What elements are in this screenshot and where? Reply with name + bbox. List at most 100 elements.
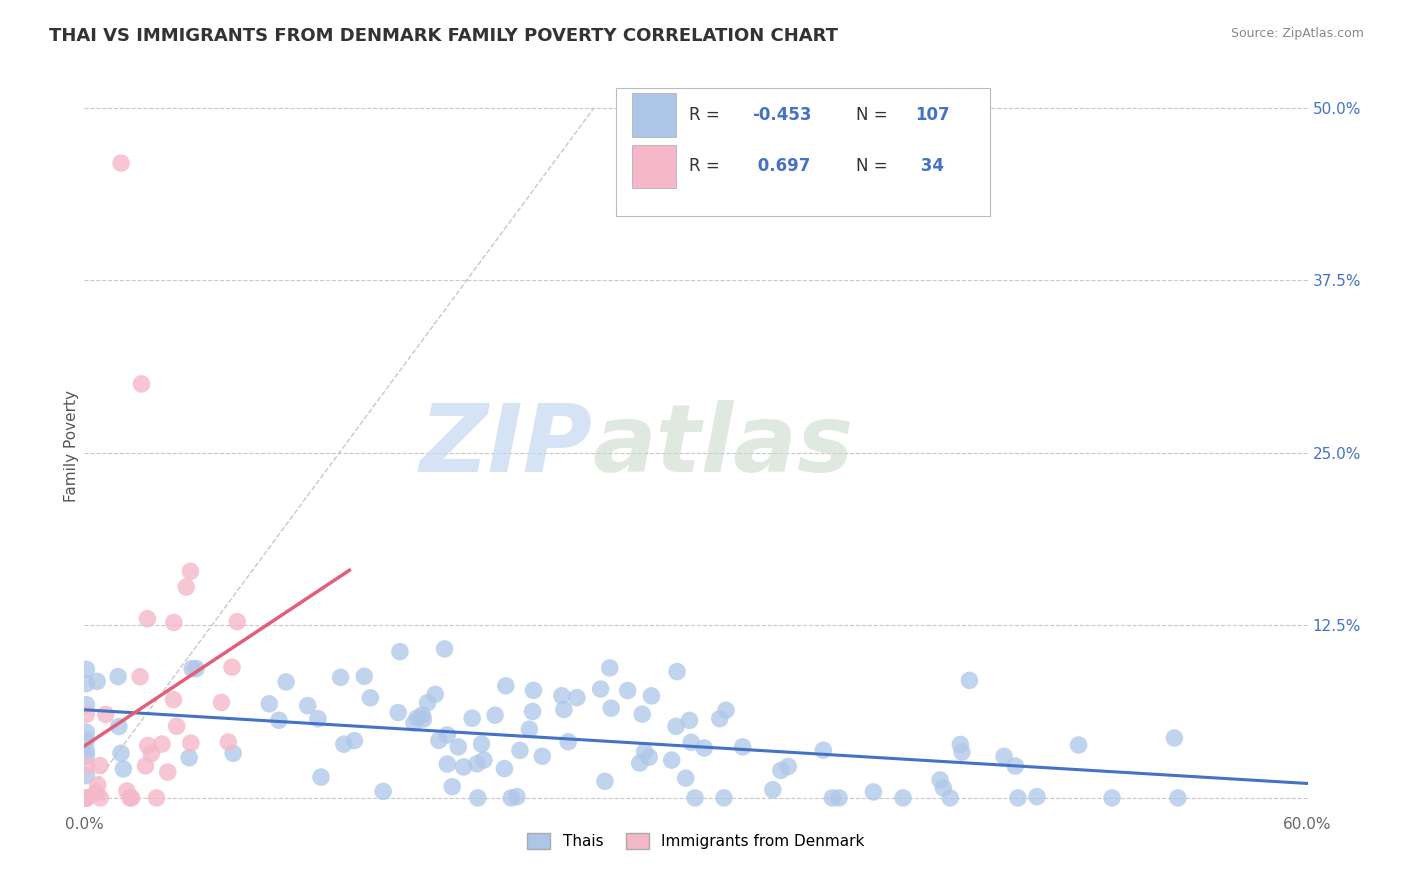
Point (551, 689, 574, 703)
Point (949, 738, 972, 752)
Point (828, 791, 851, 805)
FancyBboxPatch shape (616, 87, 990, 216)
Point (179, 564, 201, 578)
Point (84, 786, 107, 800)
Point (359, 690, 381, 705)
Point (75, 733, 97, 747)
Point (553, 702, 575, 716)
Point (75, 791, 97, 805)
Point (211, 695, 233, 709)
Point (441, 780, 464, 794)
Point (402, 715, 425, 730)
Text: THAI VS IMMIGRANTS FROM DENMARK FAMILY POVERTY CORRELATION CHART: THAI VS IMMIGRANTS FROM DENMARK FAMILY P… (49, 27, 838, 45)
Point (388, 645, 411, 659)
Point (1004, 759, 1026, 773)
Point (593, 774, 616, 789)
Point (425, 687, 447, 701)
Point (156, 765, 179, 780)
Point (353, 669, 375, 683)
Point (484, 708, 506, 723)
Point (1101, 791, 1123, 805)
Text: 107: 107 (915, 106, 949, 124)
Point (267, 713, 290, 727)
Point (112, 762, 135, 776)
Point (1167, 791, 1189, 805)
Point (110, 156, 132, 170)
Text: 34: 34 (915, 157, 943, 175)
Point (373, 784, 395, 798)
Point (600, 701, 623, 715)
Point (75, 725, 97, 739)
Point (75, 748, 97, 763)
Point (217, 735, 239, 749)
Point (950, 745, 973, 759)
Point (222, 747, 245, 761)
Point (731, 739, 754, 754)
Point (221, 660, 243, 674)
Point (94, 707, 117, 722)
Point (259, 697, 281, 711)
Point (495, 679, 517, 693)
Point (633, 745, 655, 759)
Point (141, 747, 163, 761)
Point (665, 719, 688, 733)
Point (778, 759, 800, 773)
Point (616, 683, 638, 698)
Point (509, 743, 531, 757)
Point (661, 753, 683, 767)
Point (599, 661, 621, 675)
Point (436, 757, 458, 772)
Point (522, 683, 544, 698)
Point (959, 673, 981, 688)
Point (115, 784, 138, 798)
Point (181, 662, 204, 676)
Point (565, 690, 588, 705)
Point (506, 789, 529, 804)
Point (86, 674, 108, 689)
Point (1007, 791, 1029, 805)
Y-axis label: Family Poverty: Family Poverty (63, 390, 79, 502)
Point (631, 707, 654, 722)
Point (145, 791, 167, 805)
Point (75, 662, 97, 676)
Point (121, 791, 143, 805)
Point (467, 791, 489, 805)
Point (638, 750, 661, 764)
Point (309, 770, 332, 784)
Point (136, 612, 159, 626)
Text: Source: ZipAtlas.com: Source: ZipAtlas.com (1230, 27, 1364, 40)
Point (862, 785, 884, 799)
Point (433, 642, 456, 657)
Point (461, 711, 484, 725)
Point (929, 772, 952, 787)
Point (589, 681, 612, 696)
Point (891, 791, 914, 805)
Point (75, 791, 97, 805)
Point (762, 782, 785, 797)
Point (453, 760, 475, 774)
Point (939, 791, 962, 805)
Point (683, 791, 706, 805)
Point (297, 698, 319, 713)
Text: R =: R = (689, 157, 720, 175)
Point (1163, 731, 1185, 745)
Point (531, 749, 554, 764)
Point (1067, 738, 1090, 752)
Point (75, 791, 97, 805)
Point (107, 669, 129, 683)
Point (150, 737, 173, 751)
Point (813, 743, 835, 757)
Point (131, 376, 153, 391)
Point (519, 723, 541, 737)
Point (89, 758, 111, 772)
Point (75, 758, 97, 772)
Point (75, 707, 97, 722)
Point (769, 764, 792, 778)
Text: N =: N = (856, 106, 887, 124)
Point (494, 762, 516, 776)
Text: atlas: atlas (592, 400, 853, 492)
Point (129, 670, 152, 684)
Point (666, 665, 689, 679)
Point (470, 737, 492, 751)
Text: 0.697: 0.697 (752, 157, 811, 175)
